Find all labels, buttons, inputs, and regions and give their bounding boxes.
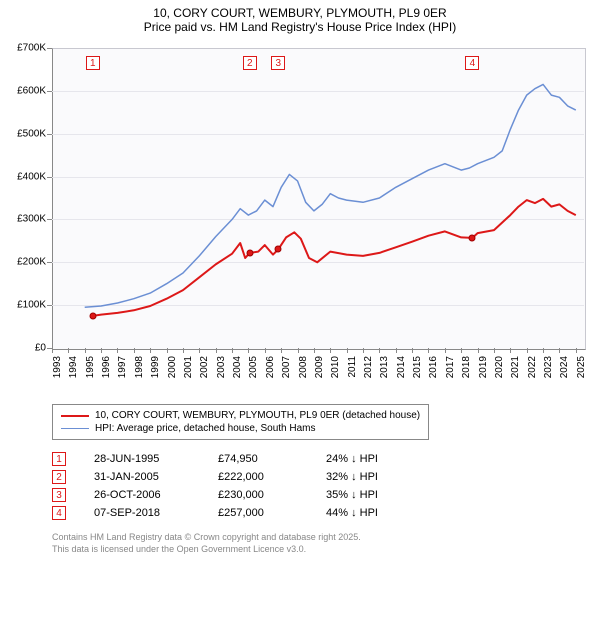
attribution-line-1: Contains HM Land Registry data © Crown c… bbox=[52, 532, 592, 544]
sales-row-delta: 32% ↓ HPI bbox=[326, 471, 406, 483]
sale-marker: 4 bbox=[465, 56, 479, 70]
attribution: Contains HM Land Registry data © Crown c… bbox=[52, 532, 592, 555]
legend-label: HPI: Average price, detached house, Sout… bbox=[95, 423, 316, 434]
title-line-2: Price paid vs. HM Land Registry's House … bbox=[8, 20, 592, 34]
title-line-1: 10, CORY COURT, WEMBURY, PLYMOUTH, PL9 0… bbox=[8, 6, 592, 20]
sales-row: 4 07-SEP-2018 £257,000 44% ↓ HPI bbox=[52, 504, 592, 522]
sales-row-number: 1 bbox=[52, 452, 66, 466]
sale-marker: 2 bbox=[243, 56, 257, 70]
attribution-line-2: This data is licensed under the Open Gov… bbox=[52, 544, 592, 556]
sale-dot bbox=[469, 234, 476, 241]
sales-row-date: 31-JAN-2005 bbox=[94, 471, 190, 483]
sales-row: 3 26-OCT-2006 £230,000 35% ↓ HPI bbox=[52, 486, 592, 504]
chart-area: £0£100K£200K£300K£400K£500K£600K£700K199… bbox=[8, 38, 592, 398]
sales-row-date: 07-SEP-2018 bbox=[94, 507, 190, 519]
sale-dot bbox=[246, 249, 253, 256]
chart-title: 10, CORY COURT, WEMBURY, PLYMOUTH, PL9 0… bbox=[8, 6, 592, 34]
legend-row: HPI: Average price, detached house, Sout… bbox=[61, 422, 420, 435]
sales-row-number: 3 bbox=[52, 488, 66, 502]
sale-marker: 1 bbox=[86, 56, 100, 70]
legend-row: 10, CORY COURT, WEMBURY, PLYMOUTH, PL9 0… bbox=[61, 409, 420, 422]
legend: 10, CORY COURT, WEMBURY, PLYMOUTH, PL9 0… bbox=[52, 404, 429, 440]
sales-row-date: 28-JUN-1995 bbox=[94, 453, 190, 465]
sales-row-price: £257,000 bbox=[218, 507, 298, 519]
line-layer bbox=[8, 38, 592, 398]
sale-dot bbox=[89, 312, 96, 319]
sales-row-price: £222,000 bbox=[218, 471, 298, 483]
legend-swatch bbox=[61, 415, 89, 417]
sales-row-date: 26-OCT-2006 bbox=[94, 489, 190, 501]
chart-container: 10, CORY COURT, WEMBURY, PLYMOUTH, PL9 0… bbox=[0, 0, 600, 563]
sales-row-price: £74,950 bbox=[218, 453, 298, 465]
sales-table: 1 28-JUN-1995 £74,950 24% ↓ HPI 2 31-JAN-2005… bbox=[52, 450, 592, 522]
sales-row: 1 28-JUN-1995 £74,950 24% ↓ HPI bbox=[52, 450, 592, 468]
sales-row-delta: 24% ↓ HPI bbox=[326, 453, 406, 465]
sales-row-delta: 44% ↓ HPI bbox=[326, 507, 406, 519]
sales-row: 2 31-JAN-2005 £222,000 32% ↓ HPI bbox=[52, 468, 592, 486]
series-hpi bbox=[85, 84, 576, 307]
sales-row-number: 4 bbox=[52, 506, 66, 520]
sales-row-price: £230,000 bbox=[218, 489, 298, 501]
sale-dot bbox=[275, 246, 282, 253]
series-price_paid bbox=[93, 199, 576, 316]
legend-label: 10, CORY COURT, WEMBURY, PLYMOUTH, PL9 0… bbox=[95, 410, 420, 421]
sales-row-delta: 35% ↓ HPI bbox=[326, 489, 406, 501]
sale-marker: 3 bbox=[271, 56, 285, 70]
legend-swatch bbox=[61, 428, 89, 429]
sales-row-number: 2 bbox=[52, 470, 66, 484]
